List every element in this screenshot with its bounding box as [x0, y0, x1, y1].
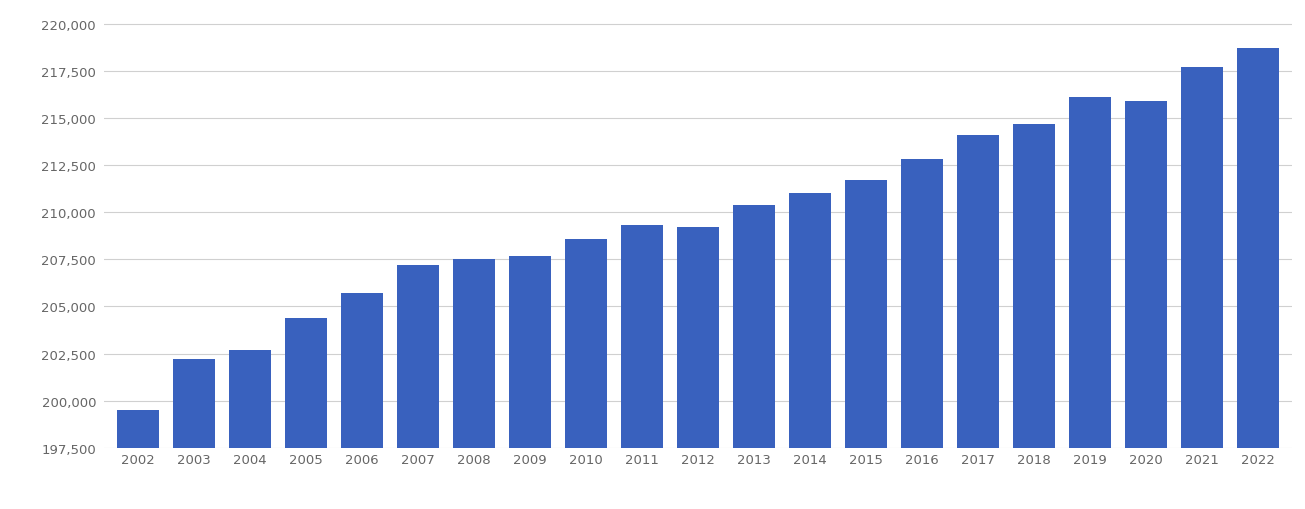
- Bar: [846, 181, 887, 448]
- Bar: [174, 359, 215, 448]
- Bar: [790, 194, 831, 448]
- Bar: [677, 228, 719, 448]
- Bar: [958, 136, 1000, 448]
- Bar: [565, 239, 607, 448]
- Bar: [117, 410, 159, 448]
- Bar: [453, 260, 495, 448]
- Bar: [1181, 68, 1223, 448]
- Bar: [1013, 124, 1056, 448]
- Bar: [902, 160, 944, 448]
- Bar: [1237, 49, 1279, 448]
- Bar: [341, 294, 384, 448]
- Bar: [397, 266, 438, 448]
- Bar: [1125, 102, 1167, 448]
- Bar: [1069, 98, 1112, 448]
- Bar: [230, 350, 271, 448]
- Bar: [284, 318, 328, 448]
- Bar: [621, 226, 663, 448]
- Bar: [509, 256, 551, 448]
- Bar: [733, 205, 775, 448]
